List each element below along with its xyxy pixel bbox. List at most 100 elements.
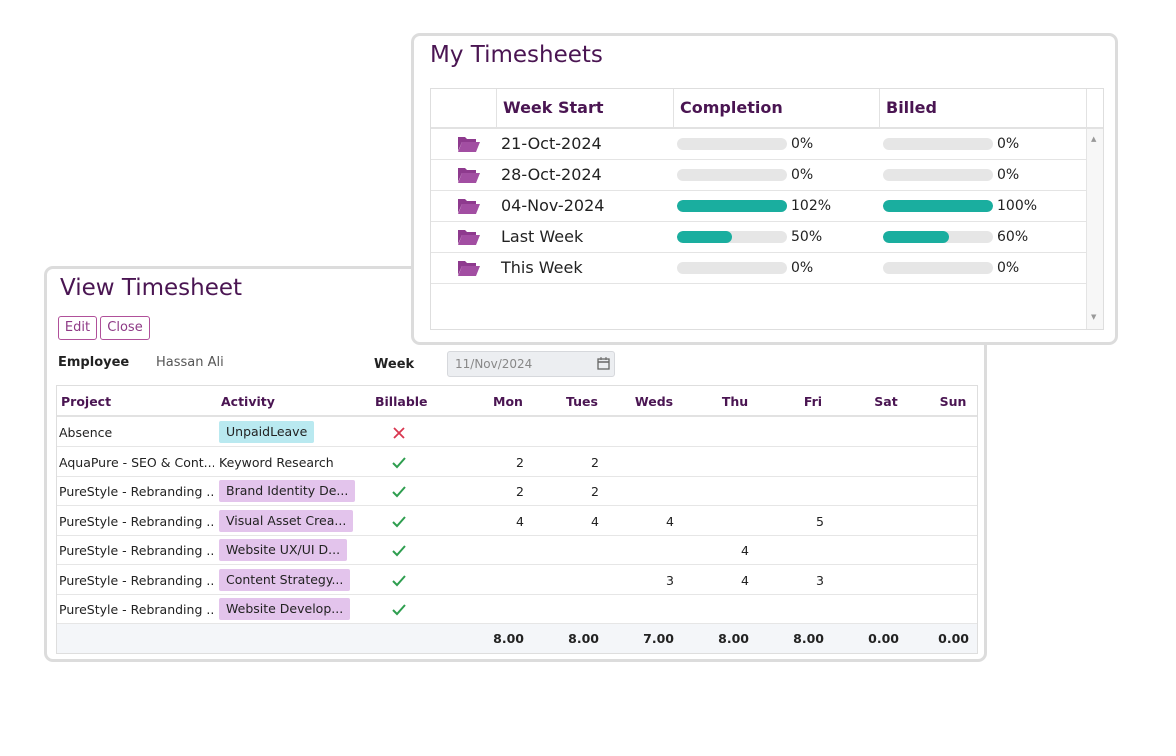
billed-label: 60% [997, 229, 1029, 245]
column-header: Tues [566, 394, 598, 409]
completion-label: 102% [791, 198, 832, 214]
completion-bar [677, 200, 787, 212]
completion-track [677, 231, 787, 243]
row-divider [57, 564, 977, 565]
window-title: View Timesheet [60, 275, 243, 301]
billable-check [392, 454, 406, 473]
column-header: Activity [221, 394, 275, 409]
column-header: Billable [375, 394, 428, 409]
folder-icon [457, 166, 481, 188]
total: 8.00 [493, 630, 524, 646]
column-header: Sun [939, 394, 967, 409]
column-header: Project [61, 394, 112, 409]
total: 0.00 [868, 630, 899, 646]
timesheets-grid: ▲ ▼ Week Start Completion Billed 21-Oct-202… [430, 88, 1104, 330]
week-start: 04-Nov-2024 [501, 196, 605, 215]
billable-check [392, 601, 406, 620]
column-header: Weds [634, 394, 674, 409]
row-divider [431, 283, 1086, 284]
billed-track [883, 200, 993, 212]
hours: 3 [816, 572, 824, 588]
activity: Keyword Research [219, 454, 334, 470]
column-divider [1086, 89, 1087, 129]
hours: 2 [516, 484, 524, 499]
week-input[interactable]: 11/Nov/2024 [447, 351, 615, 377]
billed-track [883, 231, 993, 243]
activity-tag: Visual Asset Crea... [219, 509, 354, 532]
row-divider [57, 446, 977, 447]
folder-icon [457, 228, 481, 250]
calendar-icon [597, 357, 610, 370]
week-start: 21-Oct-2024 [501, 134, 602, 153]
activity-tag: Website Develop... [219, 598, 351, 620]
hours: 4 [741, 572, 749, 588]
billed-track [883, 169, 993, 181]
window-title: My Timesheets [430, 42, 603, 68]
row-divider [57, 475, 977, 477]
column-divider [879, 89, 880, 129]
row-divider [57, 505, 977, 506]
completion-bar [677, 231, 732, 243]
week-value: 11/Nov/2024 [455, 357, 533, 371]
hours: 4 [666, 513, 674, 529]
week-start: This Week [501, 258, 583, 277]
hours: 4 [591, 513, 599, 529]
row-divider [57, 534, 977, 536]
billed-track [883, 262, 993, 274]
billable-check [392, 513, 406, 532]
billed-label: 0% [997, 260, 1020, 276]
header-row [431, 89, 1103, 129]
row-divider [431, 159, 1086, 160]
activity-tag: Content Strategy... [219, 568, 351, 591]
billed-bar [883, 231, 949, 243]
billable-check [392, 572, 406, 591]
billed-bar [883, 200, 993, 212]
employee-value: Hassan Ali [156, 355, 224, 370]
activity-tag: Brand Identity De... [219, 480, 356, 502]
total: 8.00 [793, 630, 824, 646]
column-header: Sat [874, 394, 898, 409]
close-button[interactable]: Close [100, 316, 150, 340]
column-header: Billed [886, 98, 937, 117]
timesheet-grid: Project Activity Billable Mon Tues Weds Thu Fri… [56, 385, 978, 654]
total: 0.00 [938, 630, 969, 646]
column-header: Thu [721, 394, 749, 409]
completion-track [677, 169, 787, 181]
folder-icon [457, 135, 481, 157]
project: Absence [59, 425, 113, 440]
hours: 5 [816, 513, 824, 529]
hours: 4 [516, 513, 524, 529]
activity-tag: Website UX/UI D... [219, 539, 348, 561]
billable-check [392, 542, 406, 561]
billable-cross [392, 424, 406, 443]
hours: 2 [516, 454, 524, 470]
row-divider [431, 221, 1086, 222]
my-timesheets-window: My Timesheets ▲ ▼ Week Start Completion Bi… [411, 33, 1118, 345]
billed-label: 100% [997, 198, 1038, 214]
project: PureStyle - Rebranding ... [59, 543, 214, 558]
week-label: Week [374, 357, 415, 372]
scroll-down[interactable]: ▼ [1091, 313, 1097, 321]
hours: 3 [666, 572, 674, 588]
completion-track [677, 262, 787, 274]
column-header: Mon [493, 394, 523, 409]
project: PureStyle - Rebranding ... [59, 602, 214, 617]
scroll-up[interactable]: ▲ [1091, 135, 1097, 143]
total: 8.00 [718, 630, 749, 646]
column-header: Fri [803, 394, 823, 409]
completion-label: 50% [791, 229, 823, 245]
employee-label: Employee [58, 355, 130, 370]
row-divider [57, 593, 977, 595]
completion-label: 0% [791, 136, 814, 152]
project: PureStyle - Rebranding ... [59, 513, 214, 529]
scrollbar: ▲ ▼ [1086, 129, 1103, 329]
folder-icon [457, 259, 481, 281]
hours: 2 [591, 484, 599, 499]
totals-row [57, 623, 977, 653]
edit-button[interactable]: Edit [58, 316, 97, 340]
billable-check [392, 483, 406, 502]
total: 8.00 [568, 630, 599, 646]
completion-label: 0% [791, 167, 814, 183]
row-divider [431, 252, 1086, 253]
